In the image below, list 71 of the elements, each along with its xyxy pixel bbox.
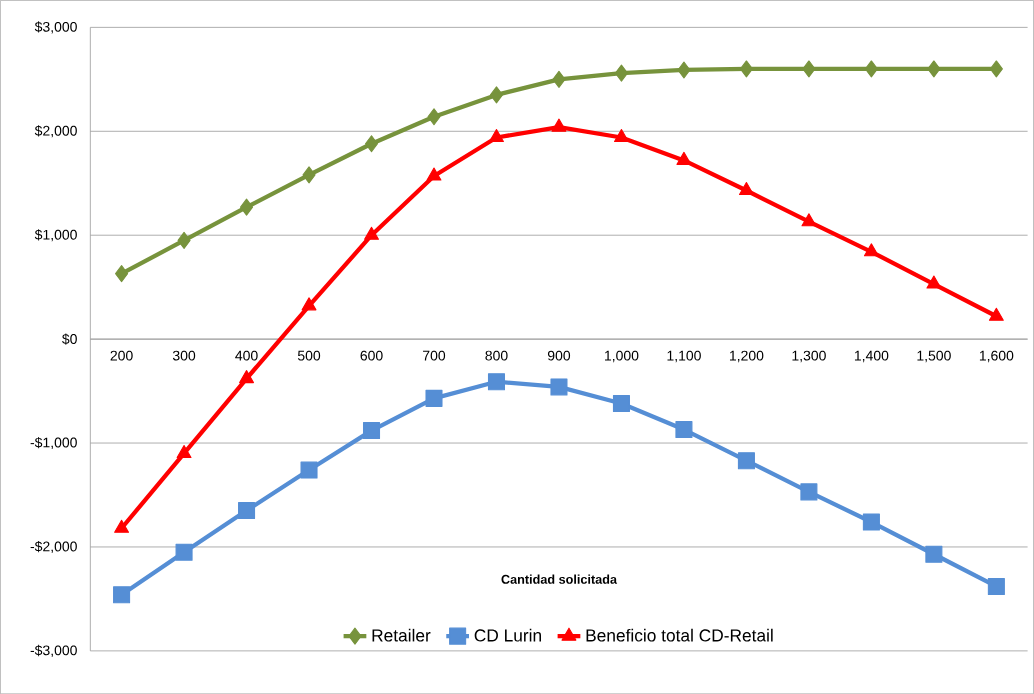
x-tick-label: 600 bbox=[360, 350, 383, 361]
x-tick-label: 200 bbox=[110, 350, 133, 361]
x-tick-label: 900 bbox=[547, 350, 571, 361]
point bbox=[989, 60, 1003, 78]
point bbox=[612, 394, 630, 412]
point bbox=[301, 297, 317, 311]
point bbox=[862, 513, 880, 531]
point bbox=[676, 151, 692, 165]
point bbox=[115, 264, 129, 283]
point bbox=[489, 128, 504, 142]
point bbox=[739, 60, 753, 78]
x-tick-label: 700 bbox=[423, 350, 446, 361]
point bbox=[677, 61, 691, 79]
point bbox=[864, 60, 878, 78]
point bbox=[239, 369, 255, 384]
point bbox=[926, 275, 942, 289]
y-tick-label: -$3,000 bbox=[30, 644, 77, 657]
x-tick-label: 1,200 bbox=[729, 350, 764, 363]
y-tick-label: -$2,000 bbox=[30, 540, 77, 553]
x-tick-label: 1,600 bbox=[979, 350, 1014, 363]
point bbox=[551, 118, 567, 132]
point bbox=[927, 60, 941, 78]
point bbox=[175, 543, 193, 561]
point bbox=[427, 108, 441, 126]
point bbox=[863, 243, 879, 257]
point bbox=[613, 128, 629, 142]
point bbox=[801, 213, 817, 227]
point bbox=[614, 64, 628, 82]
point bbox=[364, 135, 379, 153]
point bbox=[987, 577, 1005, 595]
y-tick-label: $1,000 bbox=[34, 229, 77, 242]
point bbox=[988, 307, 1004, 321]
point bbox=[737, 452, 755, 470]
point bbox=[362, 421, 381, 439]
point bbox=[800, 483, 818, 501]
point bbox=[300, 461, 318, 479]
x-tick-label: 1,500 bbox=[917, 350, 951, 363]
point bbox=[675, 420, 693, 438]
point bbox=[487, 373, 506, 391]
x-tick-label: 300 bbox=[172, 350, 196, 361]
point bbox=[425, 389, 443, 407]
x-tick-label: 1,300 bbox=[792, 350, 826, 363]
x-tick-label: 1,400 bbox=[854, 350, 889, 363]
x-tick-label: 500 bbox=[297, 350, 321, 361]
point bbox=[738, 181, 754, 195]
point bbox=[240, 198, 254, 216]
point bbox=[925, 545, 943, 563]
x-tick-label: 1,100 bbox=[667, 350, 701, 363]
point bbox=[114, 519, 130, 533]
y-tick-label: -$1,000 bbox=[30, 436, 77, 449]
point bbox=[238, 501, 256, 519]
y-tick-label: $3,000 bbox=[34, 21, 77, 34]
point bbox=[113, 586, 131, 604]
point bbox=[302, 166, 316, 184]
point bbox=[550, 378, 568, 396]
point bbox=[489, 86, 504, 104]
x-tick-label: 400 bbox=[235, 350, 258, 361]
y-tick-label: $0 bbox=[62, 333, 77, 345]
legend-label: Retailer bbox=[372, 628, 431, 642]
y-tick-label: $2,000 bbox=[34, 125, 77, 138]
x-axis-title: Cantidad solicitada bbox=[501, 574, 618, 584]
point bbox=[426, 167, 442, 181]
x-tick-label: 1,000 bbox=[605, 350, 639, 363]
point bbox=[176, 444, 192, 458]
x-tick-label: 800 bbox=[485, 350, 508, 361]
point bbox=[364, 226, 379, 240]
point bbox=[177, 231, 191, 249]
point bbox=[802, 60, 816, 78]
point bbox=[552, 70, 566, 88]
legend-label: CD Lurin bbox=[474, 628, 541, 642]
legend-label: Beneficio total CD-Retail bbox=[586, 628, 773, 642]
